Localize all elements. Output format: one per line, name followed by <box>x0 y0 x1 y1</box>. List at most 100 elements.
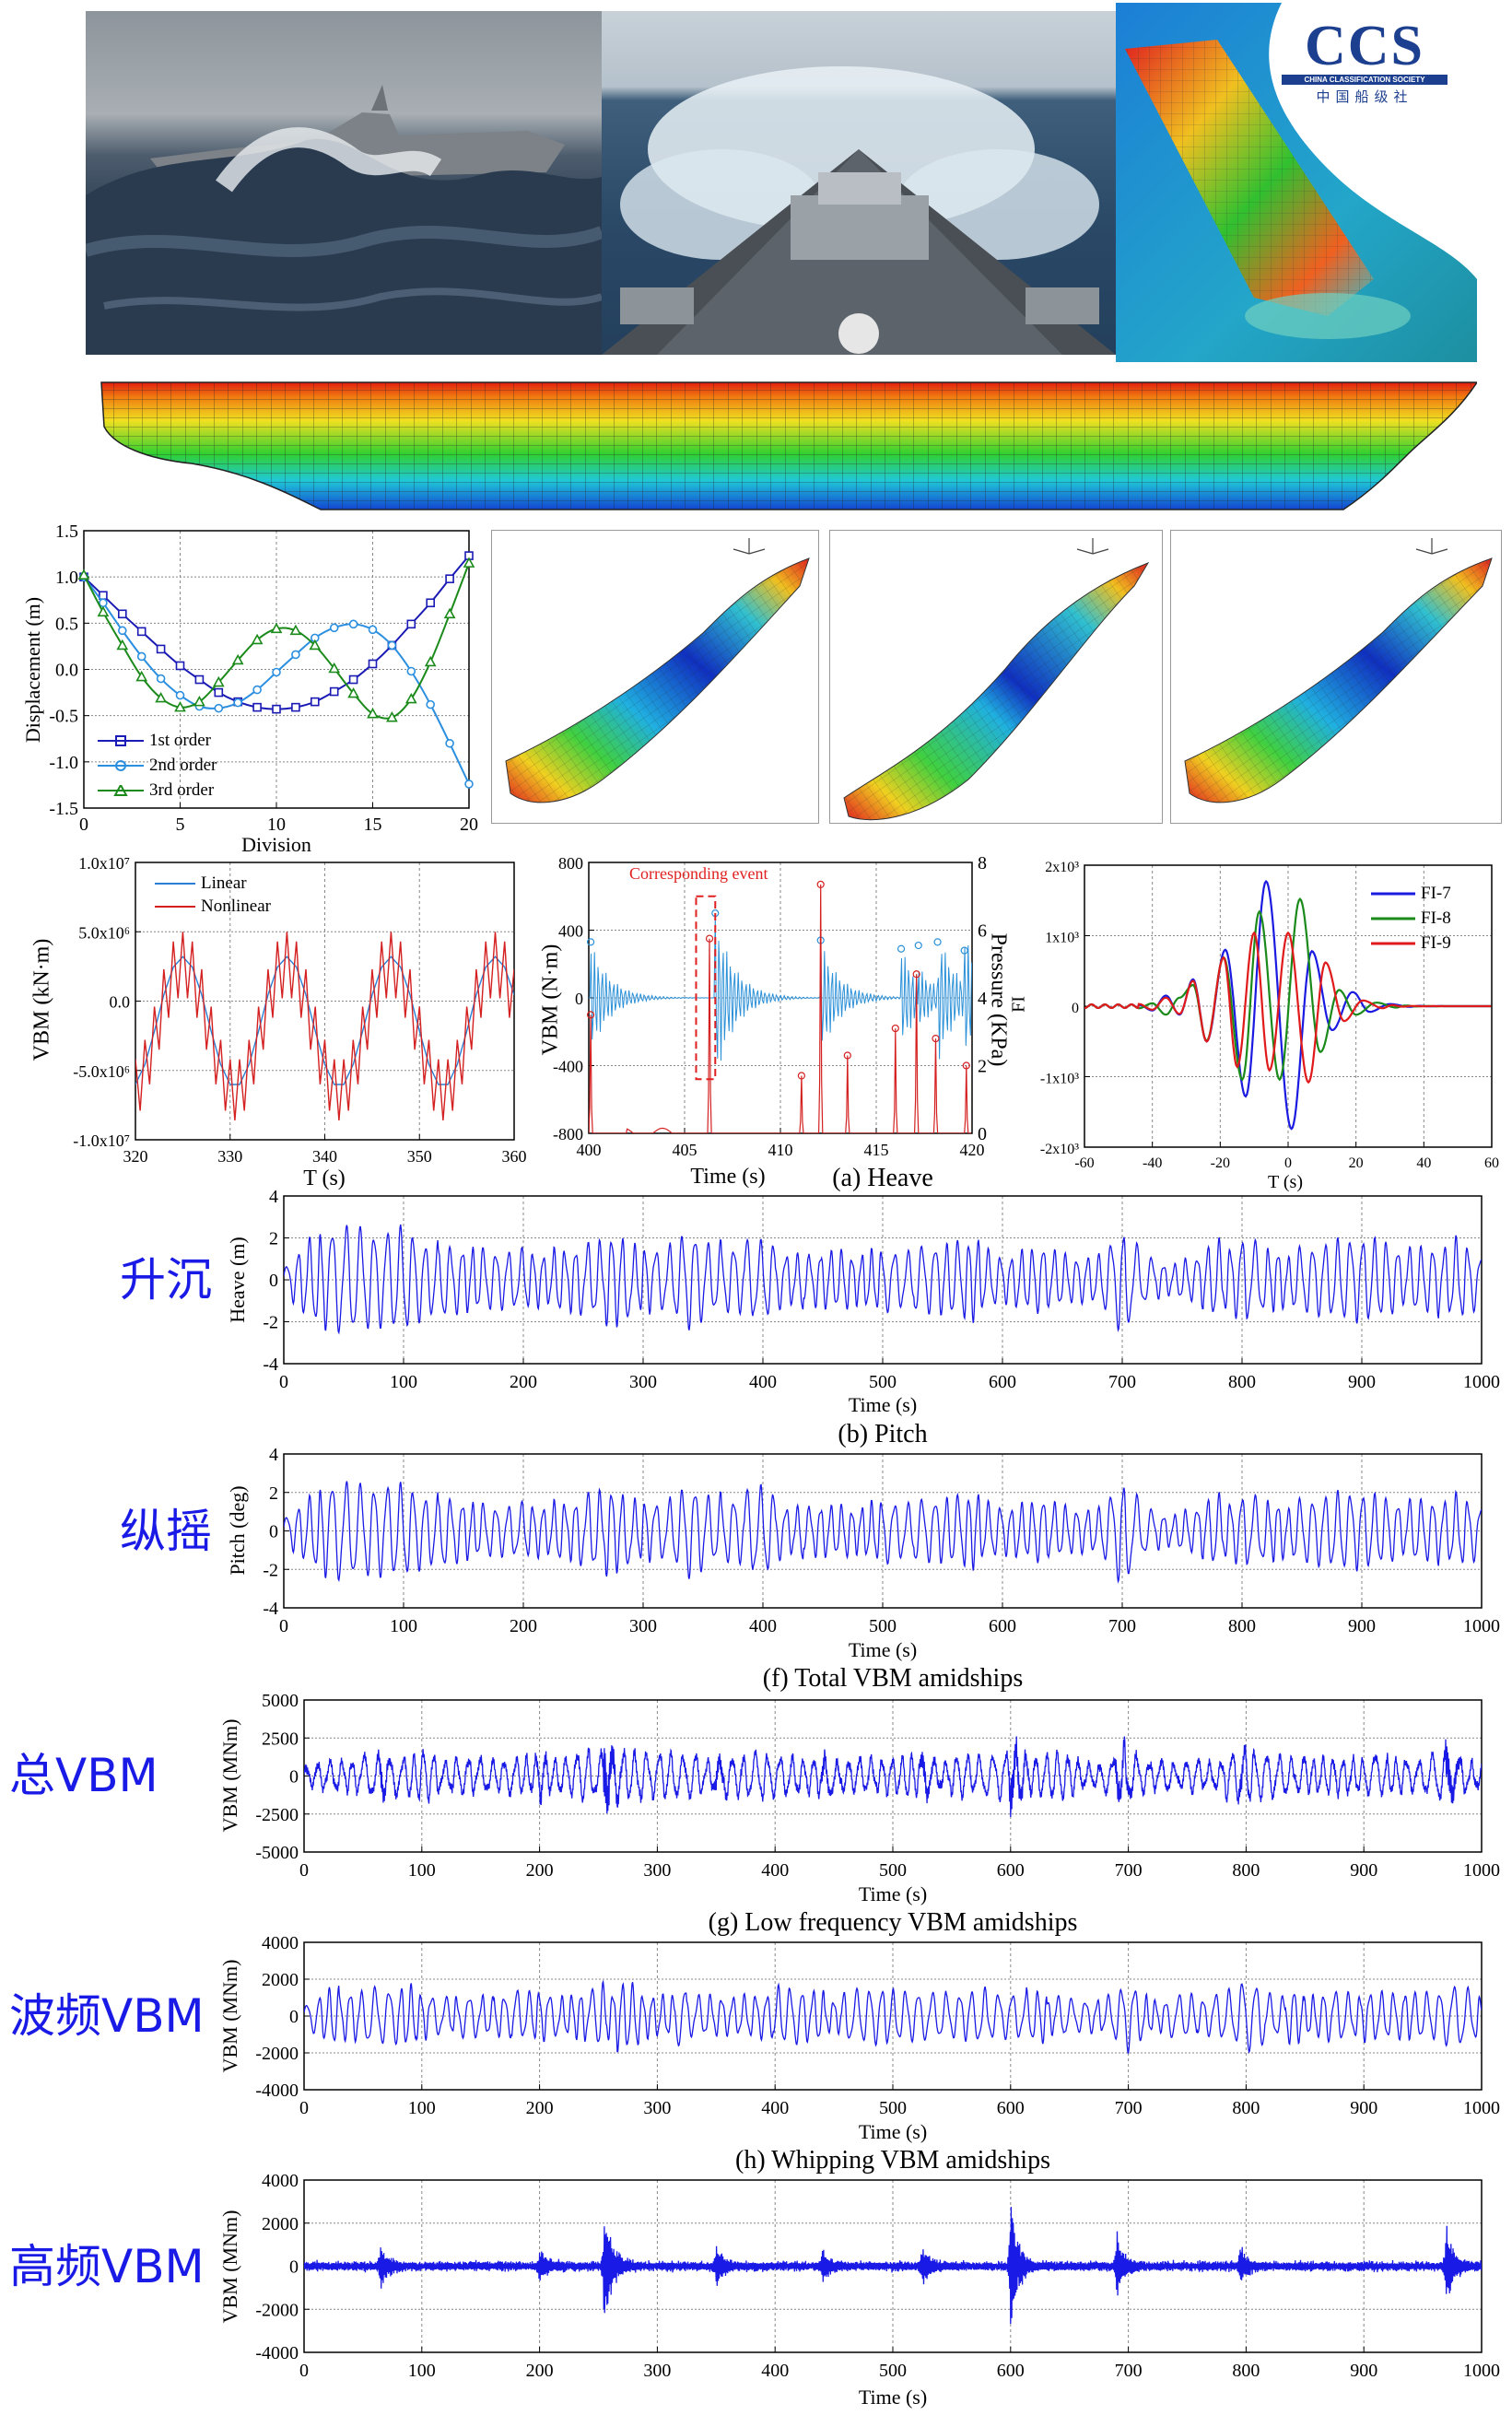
y-tick-label: 0 <box>269 1271 278 1291</box>
y-tick-label: 4 <box>269 1445 278 1465</box>
data-point-circle <box>426 699 436 709</box>
x-tick-label: 700 <box>1115 2098 1143 2118</box>
x-tick-label: 1000 <box>1463 2361 1500 2381</box>
y-tick-label: 0 <box>1072 1001 1079 1016</box>
pressure-peak-marker <box>891 1024 899 1033</box>
data-point-circle <box>464 780 474 789</box>
data-point-triangle <box>116 639 129 651</box>
series-line-Linear <box>135 955 514 1085</box>
x-tick-label: 500 <box>879 2098 907 2118</box>
pitch-xlabel: Time (s) <box>848 1638 918 1661</box>
fe-mode-3-panel <box>1170 530 1502 824</box>
vbm-legend: Linear Nonlinear <box>155 872 271 918</box>
data-point-square <box>310 697 320 707</box>
legend-label: Nonlinear <box>201 897 271 916</box>
vbm-series-line <box>589 913 972 1061</box>
x-tick-label: 320 <box>123 1147 148 1166</box>
y-right-tick-label: 6 <box>978 921 987 942</box>
x-tick-label: 800 <box>1232 1860 1260 1881</box>
y-tick-label: -5.0x10⁶ <box>73 1062 130 1081</box>
data-point-triangle <box>231 653 244 665</box>
y-tick-label: 4000 <box>262 2171 299 2191</box>
total_vbm-axes: 0 100 200 300 400 500 600 700 800 900 1000 -5000 -25… <box>255 1691 1500 1881</box>
heave-series-line <box>284 1224 1482 1335</box>
vbm-ylabel: VBM (kN·m) <box>29 938 54 1061</box>
vbm-pressure-xlabel: Time (s) <box>690 1165 766 1189</box>
x-tick-label: 400 <box>577 1141 602 1159</box>
legend-label: Linear <box>201 873 247 893</box>
fe-mesh-lines <box>1185 558 1492 803</box>
vbm-peak-marker <box>914 941 922 950</box>
y-tick-label: -1.0 <box>49 753 78 773</box>
heave-plot-frame <box>283 1195 1483 1365</box>
x-tick-label: 100 <box>390 1372 417 1392</box>
whipping_vbm-axes: 0 100 200 300 400 500 600 700 800 900 1000 -4000 -20… <box>255 2171 1500 2381</box>
data-point-triangle <box>328 662 341 674</box>
data-point-triangle <box>97 605 110 617</box>
x-tick-label: 0 <box>299 1860 309 1881</box>
x-tick-label: 0 <box>299 2361 309 2381</box>
y-tick-label: 400 <box>558 922 583 941</box>
x-tick-label: 800 <box>1232 2361 1260 2381</box>
y-tick-label: 2000 <box>262 2214 299 2234</box>
x-tick-label: 600 <box>989 1616 1016 1636</box>
pressure-peak-marker <box>586 1011 595 1019</box>
y-tick-label: -2 <box>263 1313 278 1333</box>
data-point-triangle <box>174 700 186 712</box>
vbm-peak-marker <box>897 944 906 953</box>
total-vbm-xlabel: Time (s) <box>858 1882 928 1905</box>
fi-legend: FI-7 FI-8 FI-9 <box>1371 881 1451 955</box>
pressure-peak-marker <box>797 1072 805 1080</box>
x-tick-label: 500 <box>879 2361 907 2381</box>
heave-ylabel: Heave (m) <box>226 1237 249 1323</box>
x-tick-label: 900 <box>1348 1372 1376 1392</box>
y-tick-label: 0 <box>575 990 583 1008</box>
y-tick-label: 2 <box>269 1229 278 1249</box>
mode-ylabel: Displacement (m) <box>21 596 44 744</box>
x-tick-label: 400 <box>749 1616 777 1636</box>
vbm-pressure-ylabel: VBM (N·m) <box>538 944 563 1056</box>
data-point-circle <box>368 625 378 635</box>
x-tick-label: 300 <box>629 1372 657 1392</box>
y-tick-label: -2500 <box>255 1805 299 1825</box>
x-tick-label: 200 <box>526 2361 554 2381</box>
y-tick-label: 0 <box>289 2257 299 2278</box>
x-tick-label: 600 <box>989 1372 1016 1392</box>
data-point-square <box>406 619 416 629</box>
y-tick-label: -2000 <box>255 2044 299 2064</box>
y-tick-label: -2 <box>263 1560 278 1580</box>
data-point-triangle <box>135 670 148 682</box>
hull-fe-mesh <box>100 381 1477 510</box>
data-point-triangle <box>251 633 264 645</box>
whipping_vbm-series-line <box>304 2207 1482 2325</box>
logo-text: CCS <box>1304 15 1425 77</box>
pitch-plot-frame <box>283 1453 1483 1609</box>
x-tick-label: 700 <box>1108 1372 1136 1392</box>
data-point-square <box>156 644 166 654</box>
ccs-ship-render: CCS CHINA CLASSIFICATION SOCIETY 中国船级社 <box>1116 3 1477 362</box>
x-tick-label: 400 <box>761 2361 789 2381</box>
legend-label: 3rd order <box>149 780 215 800</box>
x-tick-label: 400 <box>749 1372 777 1392</box>
fi-xlabel: T (s) <box>1268 1172 1303 1192</box>
total-vbm-title: (f) Total VBM amidships <box>762 1664 1024 1693</box>
y-tick-label: 1.0 <box>55 568 78 588</box>
x-tick-label: 405 <box>673 1141 697 1159</box>
y-tick-label: 0.0 <box>55 661 78 681</box>
low-freq-vbm-side-label: 波频VBM <box>9 1989 205 2043</box>
x-tick-label: 800 <box>1228 1616 1256 1636</box>
fi-axes: -60 -40 -20 0 20 40 60 -2x10³ -1x10³ 0 1x10³ 2x10³ <box>1040 860 1499 1171</box>
pressure-series-line <box>589 884 971 1133</box>
data-point-circle <box>445 738 454 748</box>
data-point-square <box>368 659 378 669</box>
data-point-triangle <box>347 686 359 698</box>
y-tick-label: -4 <box>263 1599 278 1619</box>
pressure-peak-marker <box>816 880 825 888</box>
y-tick-label: 2 <box>269 1483 278 1504</box>
x-tick-label: 500 <box>879 1860 907 1881</box>
y-tick-label: 2x10³ <box>1045 860 1079 875</box>
data-point-square <box>194 674 205 685</box>
data-point-circle <box>175 690 185 700</box>
data-point-circle <box>291 650 300 660</box>
